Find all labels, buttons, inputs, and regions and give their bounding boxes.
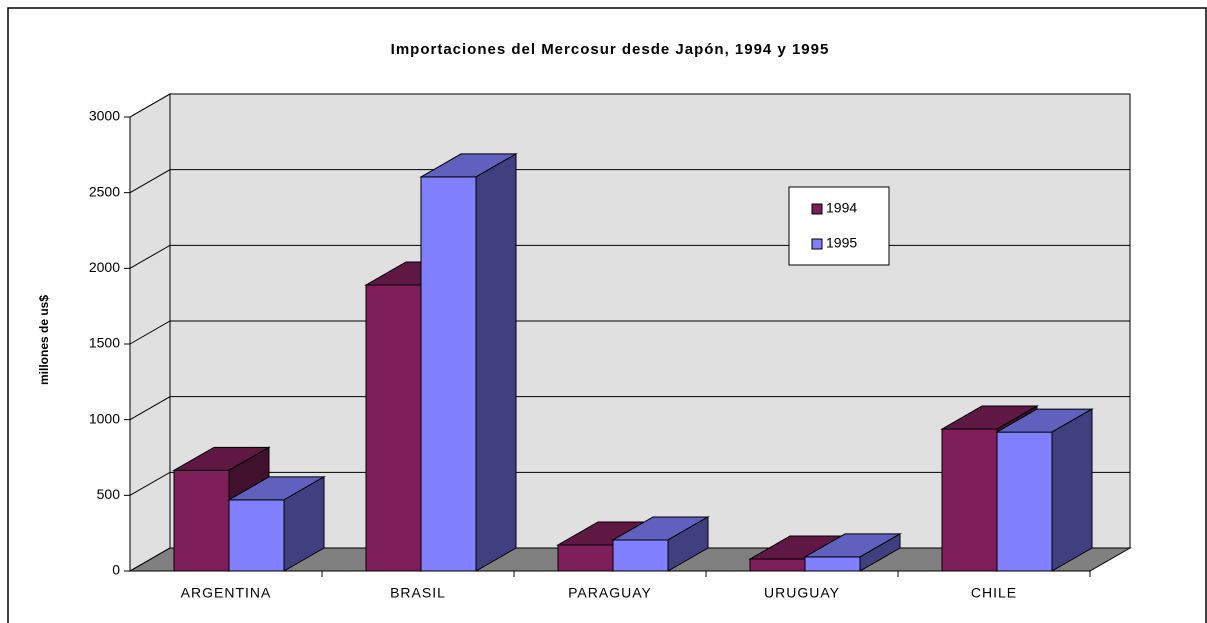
x-tick-label: URUGUAY <box>764 585 840 601</box>
legend-label: 1994 <box>826 200 857 216</box>
bar <box>557 544 614 572</box>
y-tick-label: 1000 <box>89 410 120 426</box>
bar <box>996 431 1053 572</box>
legend-swatch <box>811 238 823 250</box>
grid-line <box>129 396 1130 421</box>
chart-title: Importaciones del Mercosur desde Japón, … <box>391 41 830 58</box>
y-tick-label: 2500 <box>89 183 120 199</box>
bar <box>173 469 230 572</box>
y-tick-label: 0 <box>112 562 120 578</box>
legend-box <box>788 186 890 266</box>
y-tick-label: 1500 <box>89 335 120 351</box>
bar <box>749 558 806 572</box>
bar-side <box>1051 408 1093 572</box>
y-tick-label: 2000 <box>89 259 120 275</box>
bar <box>420 176 477 572</box>
bar <box>228 499 285 572</box>
legend-label: 1995 <box>826 235 857 251</box>
grid-line <box>129 320 1130 345</box>
bar <box>365 284 422 572</box>
bar <box>804 556 861 572</box>
bar-side <box>667 516 709 572</box>
x-tick-label: PARAGUAY <box>568 585 652 601</box>
y-tick-label: 3000 <box>89 108 120 124</box>
x-tick-label: BRASIL <box>390 585 446 601</box>
bar-side <box>475 153 517 572</box>
grid-line <box>129 169 1130 194</box>
y-axis-label: millones de us$ <box>37 295 51 385</box>
x-tick-label: CHILE <box>971 585 1017 601</box>
grid-line <box>129 93 1130 118</box>
y-tick-label: 500 <box>97 486 121 502</box>
bar <box>941 428 998 572</box>
bar-side <box>859 533 901 572</box>
legend-swatch <box>811 203 823 215</box>
bar-side <box>283 476 325 572</box>
x-tick-label: ARGENTINA <box>181 585 272 601</box>
bar <box>612 539 669 572</box>
grid-line <box>129 471 1130 496</box>
